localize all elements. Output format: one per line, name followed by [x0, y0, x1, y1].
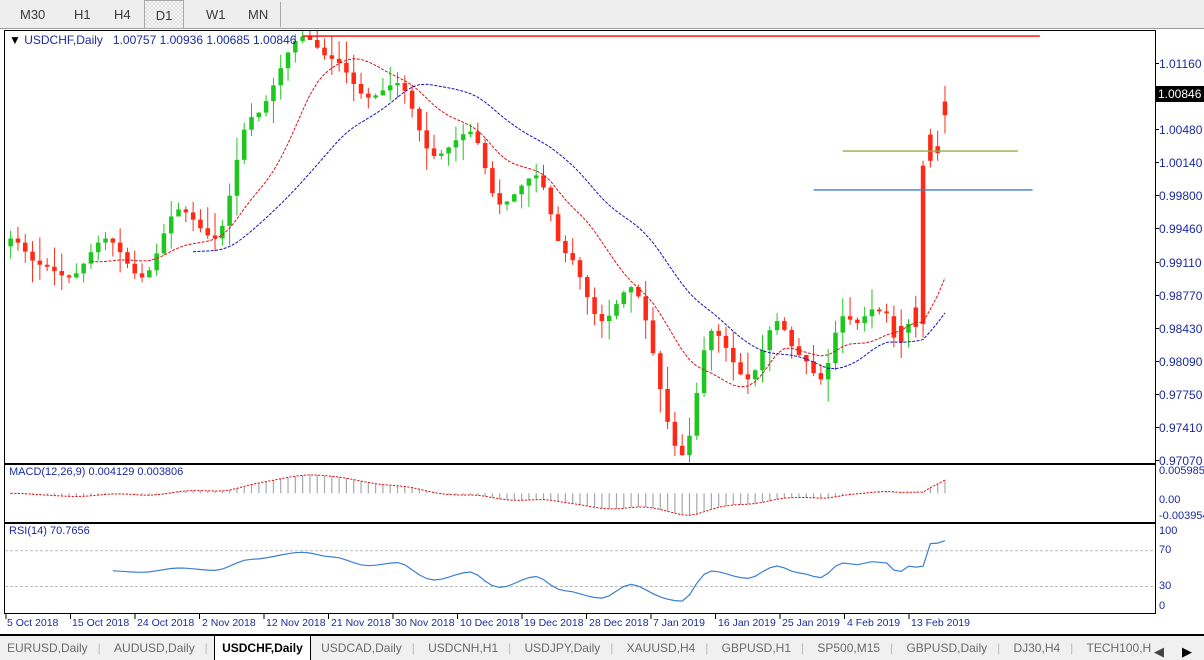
svg-text:◀: ◀	[1154, 644, 1164, 659]
svg-text:▶: ▶	[1182, 644, 1192, 659]
